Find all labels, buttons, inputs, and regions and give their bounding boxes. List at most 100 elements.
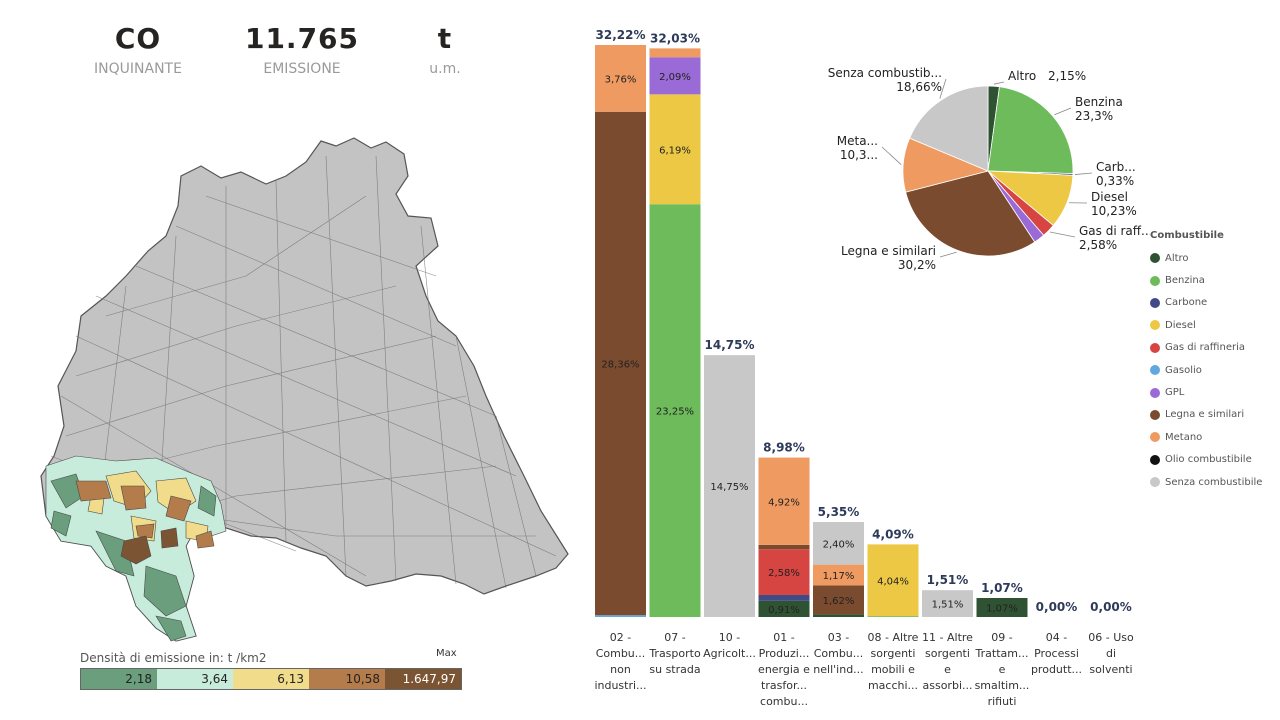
pie-slice-name: Carb... bbox=[1096, 160, 1136, 174]
legend-item[interactable]: Gas di raffineria bbox=[1150, 337, 1280, 359]
kpi-emission-value: 11.765 bbox=[244, 22, 360, 55]
bar-segment[interactable] bbox=[813, 522, 864, 565]
bar-segment[interactable] bbox=[867, 544, 919, 617]
x-tick-label: Combu... bbox=[814, 647, 864, 660]
bar-group[interactable]: 0,00% 04 - Processi produtt... bbox=[1031, 600, 1082, 676]
x-tick-label: 04 - bbox=[1046, 631, 1067, 644]
legend-item-label: Olio combustibile bbox=[1165, 454, 1252, 466]
x-tick-label: Trattam... bbox=[975, 647, 1029, 660]
x-tick-label: Trasporto bbox=[648, 647, 701, 660]
x-tick-label: e bbox=[944, 663, 951, 676]
pie-slice-pct: 23,3% bbox=[1075, 109, 1113, 123]
x-tick-label: macchi... bbox=[868, 679, 918, 692]
legend-dot-icon bbox=[1150, 253, 1160, 264]
bar-segment-label: 0,91% bbox=[768, 605, 800, 616]
pie-slice[interactable] bbox=[905, 170, 1036, 257]
pie-slice-name: Diesel bbox=[1091, 190, 1128, 204]
legend-item[interactable]: Benzina bbox=[1150, 269, 1280, 291]
bar-segment[interactable] bbox=[649, 57, 701, 95]
density-class-4: 1.647,97 bbox=[385, 669, 461, 689]
x-tick-label: 06 - Uso bbox=[1088, 631, 1134, 644]
bar-segment[interactable] bbox=[758, 594, 810, 601]
bar-total-label: 1,07% bbox=[981, 581, 1023, 595]
legend-item[interactable]: Olio combustibile bbox=[1150, 449, 1280, 471]
legend-item[interactable]: Metano bbox=[1150, 426, 1280, 448]
bar-segment[interactable] bbox=[758, 549, 810, 595]
sector-stacked-bar-chart: 28,36% 3,76% 32,22% 02 - Combu... non industri… bbox=[594, 28, 1134, 708]
bar-segment[interactable] bbox=[595, 45, 646, 112]
bar-group[interactable]: 1,07% 1,07% 09 - Trattam... e smaltim... rifiu… bbox=[975, 581, 1030, 708]
bar-segment[interactable] bbox=[649, 48, 701, 58]
pie-leader-line bbox=[1049, 231, 1076, 238]
pie-slice-name: Gas di raff... bbox=[1079, 224, 1150, 238]
bar-segment[interactable] bbox=[813, 564, 864, 586]
legend-item[interactable]: Altro bbox=[1150, 247, 1280, 269]
legend-item[interactable]: Legna e similari bbox=[1150, 404, 1280, 426]
bar-segment-label: 4,92% bbox=[768, 497, 800, 508]
bar-segment-label: 28,36% bbox=[601, 359, 639, 370]
legend-item-label: Gas di raffineria bbox=[1165, 342, 1245, 354]
bar-segment[interactable] bbox=[704, 355, 755, 617]
legend-item-label: Benzina bbox=[1165, 275, 1205, 287]
bar-segment[interactable] bbox=[922, 590, 973, 617]
region-map[interactable] bbox=[36, 136, 576, 646]
legend-item[interactable]: Diesel bbox=[1150, 314, 1280, 336]
bar-group[interactable]: 4,04% 4,09% 08 - Altre sorgenti mobili e macc… bbox=[867, 527, 919, 692]
bar-segment-label: 6,19% bbox=[659, 145, 691, 156]
bar-total-label: 0,00% bbox=[1090, 600, 1132, 614]
bar-segment[interactable] bbox=[813, 585, 864, 615]
pie-leader-line bbox=[939, 251, 957, 258]
bar-group[interactable]: 1,51% 1,51% 11 - Altre sorgenti e assorbi... bbox=[922, 573, 973, 692]
pie-leader-line bbox=[1074, 172, 1093, 175]
bar-group[interactable]: 14,75% 14,75% 10 - Agricolt... bbox=[703, 338, 756, 660]
pie-slice-pct: 0,33% bbox=[1096, 174, 1134, 188]
fuel-legend-title: Combustibile bbox=[1150, 230, 1224, 241]
bar-segment[interactable] bbox=[867, 616, 919, 617]
density-scale-title: Densità di emissione in: t /km2 bbox=[80, 651, 267, 665]
legend-item-label: GPL bbox=[1165, 387, 1185, 399]
pie-slice[interactable] bbox=[909, 85, 989, 172]
bar-segment[interactable] bbox=[649, 204, 701, 617]
bar-segment[interactable] bbox=[595, 615, 646, 617]
legend-dot-icon bbox=[1150, 342, 1160, 353]
x-tick-label: combu... bbox=[760, 695, 808, 708]
legend-dot-icon bbox=[1150, 409, 1160, 420]
pie-slice-pct: 10,23% bbox=[1091, 204, 1137, 218]
legend-item-label: Diesel bbox=[1165, 319, 1196, 331]
legend-item[interactable]: Gasolio bbox=[1150, 359, 1280, 381]
bar-segment[interactable] bbox=[758, 457, 810, 545]
x-tick-label: solventi bbox=[1089, 663, 1132, 676]
bar-total-label: 0,00% bbox=[1036, 600, 1078, 614]
pie-slice-name: Senza combustib... bbox=[828, 66, 942, 80]
pie-slice[interactable] bbox=[987, 86, 1074, 175]
bar-total-label: 4,09% bbox=[872, 527, 914, 541]
bar-group[interactable]: 0,91% 2,58% 4,92% 8,98% 01 - Produzi... energi… bbox=[758, 441, 810, 708]
bar-segment-label: 1,51% bbox=[932, 600, 964, 611]
pie-slice-name: Meta... bbox=[837, 134, 878, 148]
pie-slice-pct: 10,3... bbox=[840, 148, 878, 162]
legend-item[interactable]: Carbone bbox=[1150, 292, 1280, 314]
legend-dot-icon bbox=[1150, 275, 1160, 286]
legend-item[interactable]: Senza combustibile bbox=[1150, 471, 1280, 493]
x-tick-label: 07 - bbox=[664, 631, 685, 644]
kpi-emission-label: EMISSIONE bbox=[263, 61, 341, 77]
bar-group[interactable]: 23,25% 6,19% 2,09% 32,03% 07 - Trasporto su st… bbox=[648, 31, 701, 676]
bar-group[interactable]: 1,62% 1,17% 2,40% 5,35% 03 - Combu... nell'ind… bbox=[813, 505, 864, 676]
bar-segment[interactable] bbox=[758, 544, 810, 550]
bar-segment[interactable] bbox=[976, 598, 1028, 617]
pie-slice-pct: 2,58% bbox=[1079, 238, 1117, 252]
bar-segment[interactable] bbox=[649, 94, 701, 205]
legend-dot-icon bbox=[1150, 320, 1160, 331]
legend-item[interactable]: GPL bbox=[1150, 381, 1280, 403]
bar-segment[interactable] bbox=[813, 614, 864, 617]
bar-segment[interactable] bbox=[758, 600, 810, 617]
pie-slice-name: Altro bbox=[1008, 69, 1036, 83]
bar-group[interactable]: 0,00% 06 - Uso di solventi bbox=[1088, 600, 1134, 676]
kpi-unit-value: t bbox=[437, 22, 453, 55]
pie-leader-line bbox=[1054, 107, 1072, 116]
legend-dot-icon bbox=[1150, 432, 1160, 443]
bar-segment[interactable] bbox=[595, 111, 646, 616]
legend-item-label: Carbone bbox=[1165, 297, 1208, 309]
bar-group[interactable]: 28,36% 3,76% 32,22% 02 - Combu... non industri… bbox=[594, 28, 646, 692]
